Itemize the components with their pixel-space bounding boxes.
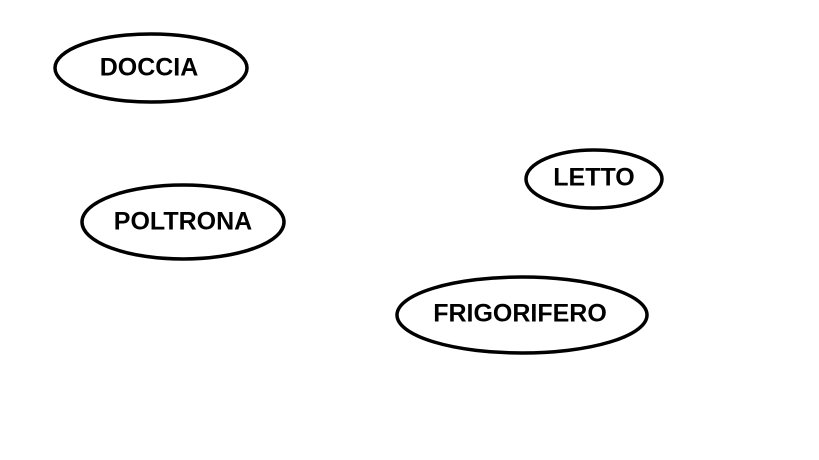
poltrona-ellipse [80, 183, 286, 261]
doccia-label: DOCCIA [99, 53, 199, 82]
doccia-ellipse [53, 32, 249, 104]
frigorifero-ellipse [395, 275, 649, 355]
letto-label: LETTO [553, 163, 635, 192]
letto-ellipse [524, 148, 664, 210]
frigorifero-label: FRIGORIFERO [433, 299, 607, 328]
poltrona-label: POLTRONA [113, 207, 253, 236]
